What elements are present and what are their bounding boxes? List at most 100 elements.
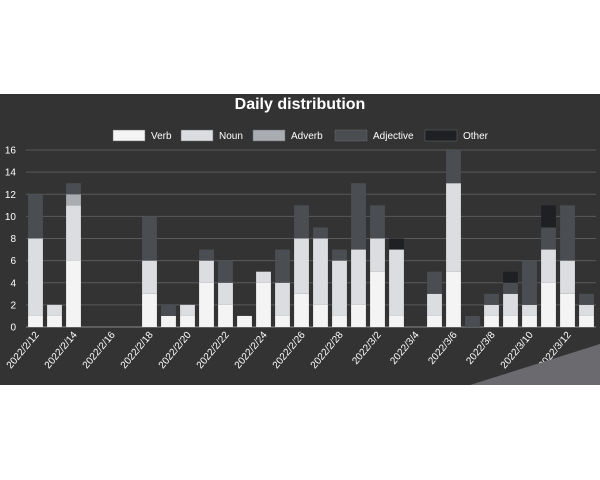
bar-segment-noun[interactable] <box>484 304 499 316</box>
x-tick-label: 2022/2/28 <box>309 330 346 371</box>
x-tick-label: 2022/2/20 <box>157 330 194 371</box>
bar-segment-verb[interactable] <box>427 315 442 327</box>
bar-segment-verb[interactable] <box>294 293 309 327</box>
bar-segment-adjective[interactable] <box>142 216 157 261</box>
bar-segment-noun[interactable] <box>351 249 366 305</box>
bar-segment-adjective[interactable] <box>465 315 480 327</box>
bar-segment-adjective[interactable] <box>28 194 43 239</box>
page-curl-decoration <box>470 344 600 385</box>
bar-segment-noun[interactable] <box>446 183 461 272</box>
bars <box>28 150 594 327</box>
bar-segment-adjective[interactable] <box>199 249 214 261</box>
bar-segment-verb[interactable] <box>66 260 81 327</box>
legend-swatch-adjective[interactable] <box>334 129 368 142</box>
bar-segment-noun[interactable] <box>28 238 43 316</box>
legend-swatch-verb[interactable] <box>112 129 146 142</box>
legend: Verb Noun Adverb Adjective Other <box>112 129 489 142</box>
bar-segment-verb[interactable] <box>389 315 404 327</box>
bar-segment-noun[interactable] <box>275 282 290 316</box>
bar-segment-verb[interactable] <box>370 271 385 327</box>
legend-swatch-other[interactable] <box>424 129 458 142</box>
bar-segment-verb[interactable] <box>313 304 328 327</box>
bar-segment-noun[interactable] <box>370 238 385 272</box>
bar-segment-noun[interactable] <box>332 260 347 316</box>
bar-segment-verb[interactable] <box>199 282 214 327</box>
bar-segment-adjective[interactable] <box>161 304 176 316</box>
bar-segment-adjective[interactable] <box>503 282 518 294</box>
y-tick-label: 16 <box>5 146 17 157</box>
bar-segment-verb[interactable] <box>579 315 594 327</box>
x-axis: 2022/2/12 2022/2/14 2022/2/16 2022/2/18 2022… <box>5 330 574 371</box>
bar-segment-noun[interactable] <box>579 304 594 316</box>
bar-segment-verb[interactable] <box>256 282 271 327</box>
bar-segment-adjective[interactable] <box>332 249 347 261</box>
bar-segment-adjective[interactable] <box>427 271 442 294</box>
bar-segment-verb[interactable] <box>47 315 62 327</box>
bar-segment-adjective[interactable] <box>522 260 537 305</box>
bar-segment-verb[interactable] <box>237 315 252 327</box>
x-tick-label: 2022/2/14 <box>43 330 80 371</box>
bar-segment-noun[interactable] <box>256 271 271 283</box>
bar-segment-adjective[interactable] <box>370 205 385 239</box>
bar-segment-adjective[interactable] <box>294 205 309 239</box>
bar-segment-adverb[interactable] <box>66 194 81 206</box>
legend-label-verb[interactable]: Verb <box>151 131 172 142</box>
bar-segment-noun[interactable] <box>180 304 195 316</box>
bar-segment-adjective[interactable] <box>446 150 461 184</box>
x-tick-label: 2022/3/8 <box>464 330 498 367</box>
legend-label-noun[interactable]: Noun <box>219 131 243 142</box>
x-tick-label: 2022/3/4 <box>388 330 422 367</box>
bar-segment-verb[interactable] <box>541 282 556 327</box>
bar-segment-verb[interactable] <box>446 271 461 327</box>
bar-segment-verb[interactable] <box>28 315 43 327</box>
x-tick-label: 2022/2/16 <box>81 330 118 371</box>
bar-segment-verb[interactable] <box>218 304 233 327</box>
bar-segment-noun[interactable] <box>389 249 404 316</box>
y-tick-label: 8 <box>10 234 16 245</box>
bar-segment-adjective[interactable] <box>313 227 328 239</box>
y-tick-label: 10 <box>5 212 17 223</box>
bar-segment-adjective[interactable] <box>218 260 233 283</box>
bar-segment-adjective[interactable] <box>560 205 575 261</box>
bar-segment-verb[interactable] <box>275 315 290 327</box>
legend-swatch-noun[interactable] <box>180 129 214 142</box>
legend-label-adverb[interactable]: Adverb <box>291 131 323 142</box>
bar-segment-noun[interactable] <box>294 238 309 294</box>
bar-segment-noun[interactable] <box>427 293 442 316</box>
bar-segment-noun[interactable] <box>142 260 157 294</box>
legend-label-adjective[interactable]: Adjective <box>373 131 414 142</box>
bar-segment-verb[interactable] <box>161 315 176 327</box>
bar-segment-verb[interactable] <box>142 293 157 327</box>
stacked-bar-chart: Daily distribution Verb Noun Adverb Adjecti… <box>5 96 600 385</box>
bar-segment-verb[interactable] <box>503 315 518 327</box>
bar-segment-verb[interactable] <box>180 315 195 327</box>
bar-segment-adjective[interactable] <box>351 183 366 250</box>
bar-segment-verb[interactable] <box>332 315 347 327</box>
bar-segment-adjective[interactable] <box>484 293 499 305</box>
bar-segment-other[interactable] <box>541 205 556 228</box>
bar-segment-adjective[interactable] <box>66 183 81 195</box>
bar-segment-verb[interactable] <box>560 293 575 327</box>
bar-segment-noun[interactable] <box>313 238 328 305</box>
bar-segment-verb[interactable] <box>522 315 537 327</box>
y-tick-label: 0 <box>10 323 16 334</box>
bar-segment-noun[interactable] <box>522 304 537 316</box>
bar-segment-other[interactable] <box>503 271 518 283</box>
x-tick-label: 2022/2/26 <box>271 330 308 371</box>
bar-segment-other[interactable] <box>389 238 404 250</box>
bar-segment-verb[interactable] <box>351 304 366 327</box>
bar-segment-noun[interactable] <box>47 304 62 316</box>
bar-segment-noun[interactable] <box>218 282 233 305</box>
bar-segment-noun[interactable] <box>199 260 214 283</box>
bar-segment-verb[interactable] <box>484 315 499 327</box>
legend-swatch-adverb[interactable] <box>252 129 286 142</box>
legend-label-other[interactable]: Other <box>463 131 489 142</box>
bar-segment-noun[interactable] <box>541 249 556 283</box>
bar-segment-noun[interactable] <box>503 293 518 316</box>
bar-segment-adjective[interactable] <box>275 249 290 283</box>
bar-segment-adjective[interactable] <box>541 227 556 250</box>
bar-segment-noun[interactable] <box>66 205 81 261</box>
x-tick-label: 2022/2/18 <box>119 330 156 371</box>
bar-segment-adjective[interactable] <box>579 293 594 305</box>
bar-segment-noun[interactable] <box>560 260 575 294</box>
